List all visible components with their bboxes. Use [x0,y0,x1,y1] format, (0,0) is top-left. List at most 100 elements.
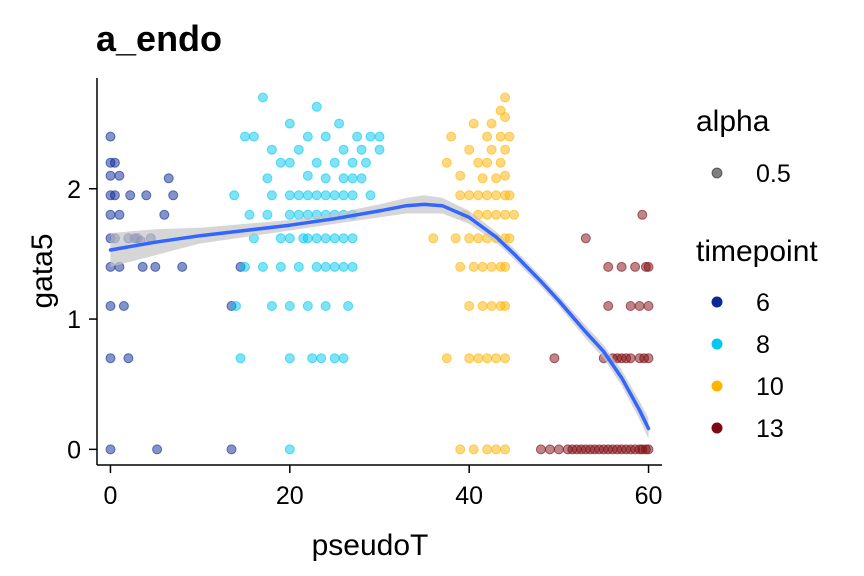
point-10-22 [473,353,484,364]
point-10-59 [504,131,515,142]
point-6-24 [141,190,152,201]
point-8-21 [284,190,295,201]
point-8-27 [293,190,304,201]
legend-key-8 [711,338,723,350]
point-8-37 [307,353,318,364]
point-13-29 [625,353,636,364]
point-10-28 [482,190,493,201]
legend: alpha 0.5 timepoint 6 8 10 13 [696,105,818,443]
point-10-7 [455,261,466,272]
chart-title: a_endo [96,18,222,59]
point-10-0 [428,233,439,244]
y-tick-label-1: 1 [67,306,81,334]
point-8-26 [293,144,304,155]
point-10-12 [464,233,475,244]
point-8-1 [231,301,241,311]
legend-timepoint-items: 6 8 10 13 [711,289,784,443]
point-8-65 [338,353,349,364]
point-10-14 [464,353,475,364]
point-8-46 [320,173,331,184]
point-10-33 [486,118,497,129]
point-10-41 [491,353,502,364]
x-tick-label-60: 60 [635,482,663,510]
series-6 [105,131,246,455]
point-8-23 [284,233,295,244]
point-13-43 [643,261,654,272]
point-13-0 [535,444,546,455]
y-axis-title: gata5 [26,233,59,308]
point-8-74 [356,144,367,155]
y-tick-label-0: 0 [67,436,81,464]
point-8-53 [329,190,340,201]
point-8-43 [311,261,322,272]
point-10-57 [500,353,511,364]
point-8-36 [302,301,313,311]
point-10-36 [486,301,497,311]
point-10-34 [486,144,497,155]
point-8-72 [347,261,358,272]
point-8-5 [244,209,255,220]
point-13-1 [544,444,555,455]
point-10-56 [500,301,511,311]
point-10-39 [491,209,502,220]
point-10-61 [504,233,515,244]
point-8-31 [302,131,313,142]
point-10-31 [482,353,493,364]
point-6-0 [105,131,116,142]
point-10-42 [491,444,502,455]
point-10-32 [482,444,493,455]
point-10-6 [455,190,466,201]
point-10-11 [464,190,475,201]
point-6-9 [105,444,116,455]
point-10-2 [441,353,452,364]
point-6-8 [105,353,116,364]
point-10-25 [477,301,488,311]
legend-alpha-label: 0.5 [756,160,791,188]
point-13-10 [580,233,591,244]
point-6-30 [168,190,179,201]
point-8-2 [235,353,246,364]
point-6-4 [105,209,116,220]
point-8-77 [365,190,376,201]
point-10-38 [491,190,502,201]
point-8-51 [320,301,331,311]
point-10-53 [500,209,511,220]
point-8-69 [347,190,358,201]
point-6-14 [114,209,125,220]
point-8-3 [240,261,250,272]
point-6-23 [137,261,148,272]
point-13-42 [643,301,654,311]
point-10-55 [500,261,511,272]
point-8-76 [361,157,371,168]
point-10-3 [446,131,457,142]
point-8-16 [275,233,286,244]
point-10-27 [482,157,493,168]
point-10-10 [464,144,475,155]
point-10-24 [477,261,488,272]
series-13 [535,209,654,455]
point-8-18 [284,118,295,129]
point-8-4 [240,131,250,142]
point-8-60 [338,173,349,184]
point-8-0 [229,190,240,201]
point-8-64 [338,261,349,272]
point-10-45 [495,157,506,168]
point-6-28 [159,209,170,220]
point-8-20 [284,444,295,455]
point-10-17 [468,444,479,455]
point-13-31 [630,261,641,272]
point-10-18 [473,157,484,168]
point-8-57 [329,353,340,364]
point-8-66 [343,301,354,311]
point-10-44 [495,131,506,142]
point-13-41 [643,353,654,364]
point-10-58 [500,444,511,455]
point-8-38 [311,101,322,112]
point-10-13 [464,301,475,311]
point-6-11 [109,190,120,201]
point-6-19 [125,190,136,201]
point-10-48 [500,92,511,103]
point-10-1 [441,157,452,168]
point-13-40 [643,444,654,455]
point-8-80 [374,131,385,142]
